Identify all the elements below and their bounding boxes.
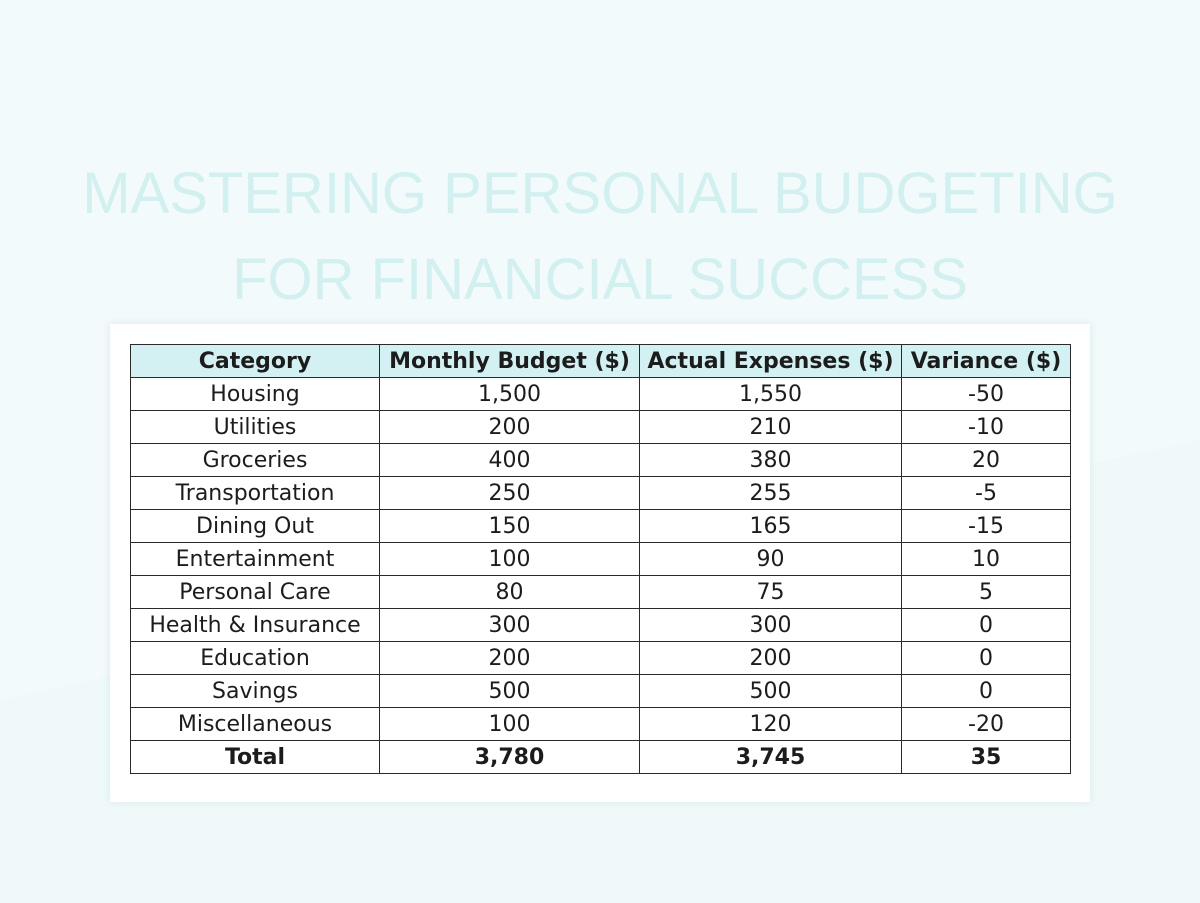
total-actual-cell: 3,745 <box>639 740 902 774</box>
actual-cell: 300 <box>639 608 902 642</box>
table-row: Miscellaneous 100 120 -20 <box>130 707 1071 741</box>
actual-cell: 75 <box>639 575 902 609</box>
category-cell: Transportation <box>130 476 380 510</box>
category-cell: Education <box>130 641 380 675</box>
column-header-category: Category <box>130 344 380 378</box>
variance-cell: 10 <box>901 542 1071 576</box>
actual-cell: 210 <box>639 410 902 444</box>
actual-cell: 165 <box>639 509 902 543</box>
page-title-line-1: MASTERING PERSONAL BUDGETING <box>82 160 1118 226</box>
table-row: Education 200 200 0 <box>130 641 1071 675</box>
table-card: Category Monthly Budget ($) Actual Expen… <box>110 324 1090 802</box>
budget-cell: 400 <box>379 443 640 477</box>
category-cell: Utilities <box>130 410 380 444</box>
actual-cell: 500 <box>639 674 902 708</box>
budget-cell: 250 <box>379 476 640 510</box>
actual-cell: 255 <box>639 476 902 510</box>
total-label-cell: Total <box>130 740 380 774</box>
budget-cell: 100 <box>379 542 640 576</box>
variance-cell: -50 <box>901 377 1071 411</box>
table-row: Personal Care 80 75 5 <box>130 575 1071 609</box>
budget-cell: 300 <box>379 608 640 642</box>
variance-cell: 0 <box>901 674 1071 708</box>
actual-cell: 1,550 <box>639 377 902 411</box>
variance-cell: -5 <box>901 476 1071 510</box>
table-row: Housing 1,500 1,550 -50 <box>130 377 1071 411</box>
table-row: Savings 500 500 0 <box>130 674 1071 708</box>
table-row: Utilities 200 210 -10 <box>130 410 1071 444</box>
category-cell: Savings <box>130 674 380 708</box>
budget-cell: 200 <box>379 410 640 444</box>
category-cell: Miscellaneous <box>130 707 380 741</box>
budget-cell: 100 <box>379 707 640 741</box>
category-cell: Dining Out <box>130 509 380 543</box>
total-budget-cell: 3,780 <box>379 740 640 774</box>
page-title: MASTERING PERSONAL BUDGETING FOR FINANCI… <box>0 151 1200 323</box>
table-header-row: Category Monthly Budget ($) Actual Expen… <box>130 344 1071 378</box>
column-header-variance: Variance ($) <box>901 344 1071 378</box>
page-title-line-2: FOR FINANCIAL SUCCESS <box>232 246 968 312</box>
actual-cell: 120 <box>639 707 902 741</box>
budget-cell: 1,500 <box>379 377 640 411</box>
budget-cell: 500 <box>379 674 640 708</box>
variance-cell: 0 <box>901 608 1071 642</box>
category-cell: Entertainment <box>130 542 380 576</box>
budget-table: Category Monthly Budget ($) Actual Expen… <box>130 344 1071 774</box>
variance-cell: -15 <box>901 509 1071 543</box>
table-row: Groceries 400 380 20 <box>130 443 1071 477</box>
variance-cell: -10 <box>901 410 1071 444</box>
table-row: Transportation 250 255 -5 <box>130 476 1071 510</box>
table-row: Health & Insurance 300 300 0 <box>130 608 1071 642</box>
category-cell: Personal Care <box>130 575 380 609</box>
budget-cell: 150 <box>379 509 640 543</box>
actual-cell: 380 <box>639 443 902 477</box>
variance-cell: 5 <box>901 575 1071 609</box>
total-variance-cell: 35 <box>901 740 1071 774</box>
variance-cell: 0 <box>901 641 1071 675</box>
category-cell: Housing <box>130 377 380 411</box>
table-row: Dining Out 150 165 -15 <box>130 509 1071 543</box>
category-cell: Health & Insurance <box>130 608 380 642</box>
table-row: Entertainment 100 90 10 <box>130 542 1071 576</box>
category-cell: Groceries <box>130 443 380 477</box>
actual-cell: 200 <box>639 641 902 675</box>
column-header-monthly-budget: Monthly Budget ($) <box>379 344 640 378</box>
budget-cell: 80 <box>379 575 640 609</box>
total-row: Total 3,780 3,745 35 <box>130 740 1071 774</box>
actual-cell: 90 <box>639 542 902 576</box>
column-header-actual-expenses: Actual Expenses ($) <box>639 344 902 378</box>
variance-cell: -20 <box>901 707 1071 741</box>
budget-cell: 200 <box>379 641 640 675</box>
variance-cell: 20 <box>901 443 1071 477</box>
